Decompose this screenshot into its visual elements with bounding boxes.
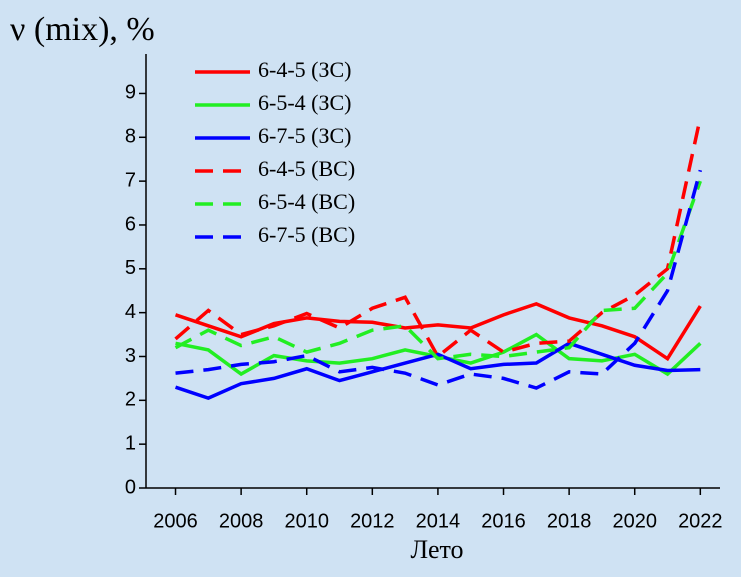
x-tick-label: 2022: [678, 510, 723, 532]
y-tick-label: 3: [125, 345, 136, 367]
series-line: [174, 117, 703, 360]
legend-label: 6-4-5 (ЗС): [258, 57, 352, 82]
x-tick-label: 2008: [219, 510, 264, 532]
y-tick-label: 5: [125, 257, 136, 279]
y-tick-label: 9: [125, 82, 136, 104]
legend-label: 6-5-4 (ВС): [258, 189, 355, 214]
series-line: [175, 169, 703, 390]
x-tick-label: 2014: [416, 510, 461, 532]
legend-label: 6-7-5 (ВС): [258, 222, 355, 247]
series-line: [174, 302, 702, 362]
x-tick-label: 2016: [481, 510, 526, 532]
x-tick-label: 2018: [547, 510, 592, 532]
y-tick-label: 7: [125, 169, 136, 191]
x-axis-title: Лето: [410, 535, 463, 564]
y-axis-title: ν (mix), %: [10, 11, 155, 48]
y-tick-label: 6: [125, 213, 136, 235]
y-tick-label: 1: [125, 432, 136, 454]
x-tick-label: 2010: [284, 510, 329, 532]
series-line: [174, 180, 702, 361]
y-tick-label: 0: [125, 476, 136, 498]
x-tick-label: 2006: [153, 510, 198, 532]
series-line: [174, 341, 701, 401]
y-tick-label: 2: [125, 389, 136, 411]
legend-label: 6-7-5 (ЗС): [258, 123, 352, 148]
y-tick-label: 4: [125, 301, 136, 323]
x-tick-label: 2020: [612, 510, 657, 532]
y-tick-label: 8: [125, 126, 136, 148]
x-tick-label: 2012: [350, 510, 395, 532]
legend-label: 6-4-5 (ВС): [258, 156, 355, 181]
legend-label: 6-5-4 (ЗС): [258, 90, 352, 115]
